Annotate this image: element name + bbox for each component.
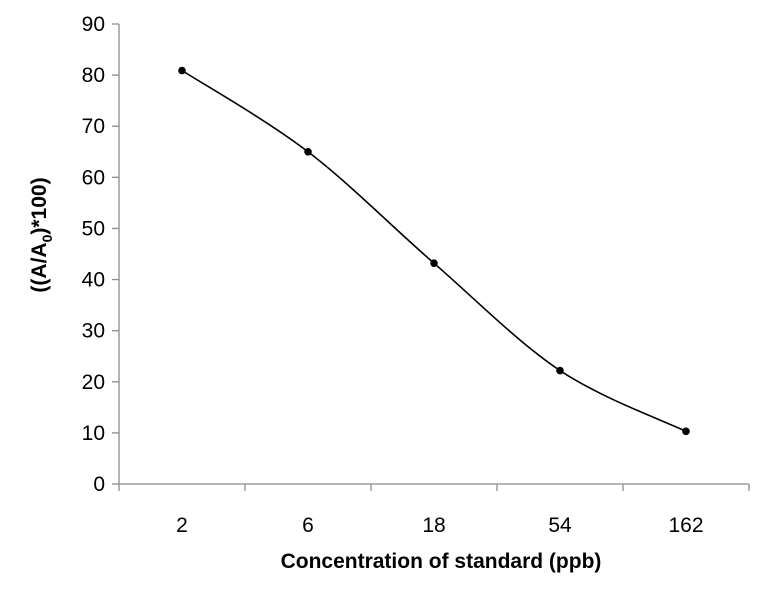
x-tick-label: 54: [548, 514, 572, 537]
y-tick-label: 30: [82, 320, 105, 343]
y-axis-title: ((A/A0)*100): [28, 177, 55, 292]
x-tick-label: 6: [302, 514, 314, 537]
data-point: [304, 147, 312, 156]
series-line: [181, 69, 687, 433]
y-axis-title-subscript: 0: [39, 234, 55, 242]
x-axis-title: Concentration of standard (ppb): [281, 550, 602, 573]
y-tick-label: 40: [82, 269, 105, 292]
data-point: [178, 66, 186, 75]
y-axis: 0 10 20 30 40 50 60 70 80 90: [82, 13, 120, 496]
x-tick-label: 162: [668, 514, 703, 537]
y-tick-label: 50: [82, 217, 105, 240]
y-tick-label: 10: [82, 422, 105, 445]
y-axis-title-suffix: )*100): [28, 177, 51, 234]
y-tick-label: 20: [82, 371, 105, 394]
y-tick-label: 0: [93, 473, 105, 496]
y-axis-title-prefix: ((A/A: [28, 242, 51, 292]
x-tick-label: 2: [176, 514, 188, 537]
x-tick-label: 18: [422, 514, 445, 537]
data-point: [682, 427, 690, 436]
y-tick-label: 80: [82, 64, 105, 87]
data-point: [556, 366, 564, 375]
data-point: [430, 259, 438, 268]
y-tick-label: 70: [82, 115, 105, 138]
y-tick-label: 90: [82, 13, 105, 36]
data-series: [178, 66, 690, 436]
y-tick-label: 60: [82, 166, 105, 189]
x-axis: 2 6 18 54 162: [118, 483, 750, 537]
